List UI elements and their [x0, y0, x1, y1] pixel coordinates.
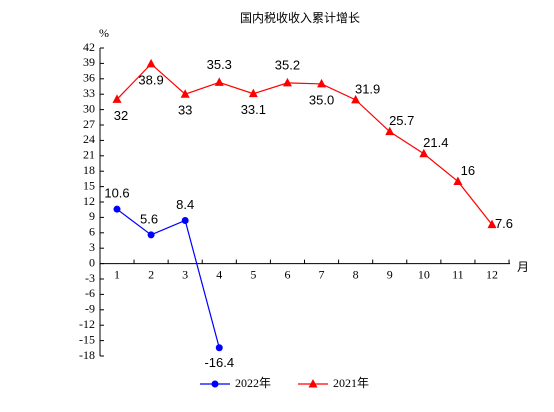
- data-label: -16.4: [204, 355, 234, 370]
- y-tick-label: 6: [89, 225, 95, 239]
- y-tick-label: 33: [83, 86, 95, 100]
- y-tick-label: -12: [79, 317, 95, 331]
- data-point: [385, 126, 395, 136]
- data-point: [181, 216, 189, 224]
- data-label: 35.2: [275, 57, 300, 72]
- data-label: 33: [178, 103, 192, 118]
- x-tick-label: 8: [353, 267, 359, 281]
- y-tick-label: 18: [83, 163, 95, 177]
- y-tick-label: 0: [89, 255, 95, 269]
- data-point: [113, 205, 121, 213]
- y-tick-label: 12: [83, 194, 95, 208]
- data-point: [487, 219, 497, 229]
- x-tick-label: 6: [284, 267, 290, 281]
- series-line: [116, 63, 493, 225]
- data-label: 5.6: [140, 211, 158, 226]
- x-tick-label: 2: [148, 267, 154, 281]
- x-axis-unit: 月: [517, 260, 529, 274]
- data-label: 8.4: [176, 197, 194, 212]
- data-point: [453, 176, 463, 185]
- legend-marker: [211, 380, 219, 388]
- y-tick-label: 42: [83, 40, 95, 54]
- y-tick-label: 24: [83, 132, 95, 146]
- y-tick-label: -18: [79, 348, 95, 362]
- y-tick-label: 36: [83, 71, 95, 85]
- data-point: [282, 77, 292, 87]
- data-label: 32: [114, 108, 128, 123]
- x-tick-label: 1: [114, 267, 120, 281]
- y-tick-label: -3: [85, 271, 95, 285]
- data-point: [112, 94, 122, 103]
- x-tick-label: 3: [182, 267, 188, 281]
- y-tick-label: 9: [89, 209, 95, 223]
- data-label: 21.4: [423, 135, 448, 150]
- legend-label: 2022年: [235, 376, 271, 390]
- x-tick-label: 7: [319, 267, 325, 281]
- legend-label: 2021年: [333, 376, 369, 390]
- data-label: 31.9: [355, 81, 380, 96]
- y-tick-label: 15: [83, 178, 95, 192]
- data-label: 7.6: [495, 216, 513, 231]
- x-tick-label: 4: [216, 267, 222, 281]
- data-point: [419, 148, 429, 158]
- x-tick-label: 10: [418, 267, 430, 281]
- x-tick-label: 5: [250, 267, 256, 281]
- series-line: [116, 208, 220, 348]
- data-label: 38.9: [138, 72, 163, 87]
- x-tick-label: 11: [452, 267, 464, 281]
- y-tick-label: -9: [85, 302, 95, 316]
- data-label: 25.7: [389, 113, 414, 128]
- x-tick-label: 9: [387, 267, 393, 281]
- data-point: [214, 77, 224, 86]
- y-axis-unit: %: [99, 26, 109, 40]
- data-label: 33.1: [241, 102, 266, 117]
- data-point: [146, 58, 156, 68]
- x-tick-label: 12: [486, 267, 498, 281]
- data-point: [351, 94, 361, 104]
- data-label: 16: [461, 163, 475, 178]
- data-label: 35.3: [207, 57, 232, 72]
- y-tick-label: 21: [83, 148, 95, 162]
- y-tick-label: 30: [83, 101, 95, 115]
- y-tick-label: 3: [89, 240, 95, 254]
- y-tick-label: 39: [83, 55, 95, 69]
- chart-title: 国内税收收入累计增长: [240, 11, 360, 25]
- y-tick-label: -15: [79, 332, 95, 346]
- y-tick-label: -6: [85, 286, 95, 300]
- y-tick-label: 27: [83, 117, 95, 131]
- data-point: [180, 89, 190, 98]
- data-point: [215, 344, 223, 352]
- data-point: [317, 78, 327, 88]
- data-label: 35.0: [309, 92, 334, 107]
- data-label: 10.6: [104, 186, 129, 201]
- data-point: [248, 88, 258, 98]
- data-point: [147, 231, 155, 239]
- legend-marker: [308, 379, 318, 388]
